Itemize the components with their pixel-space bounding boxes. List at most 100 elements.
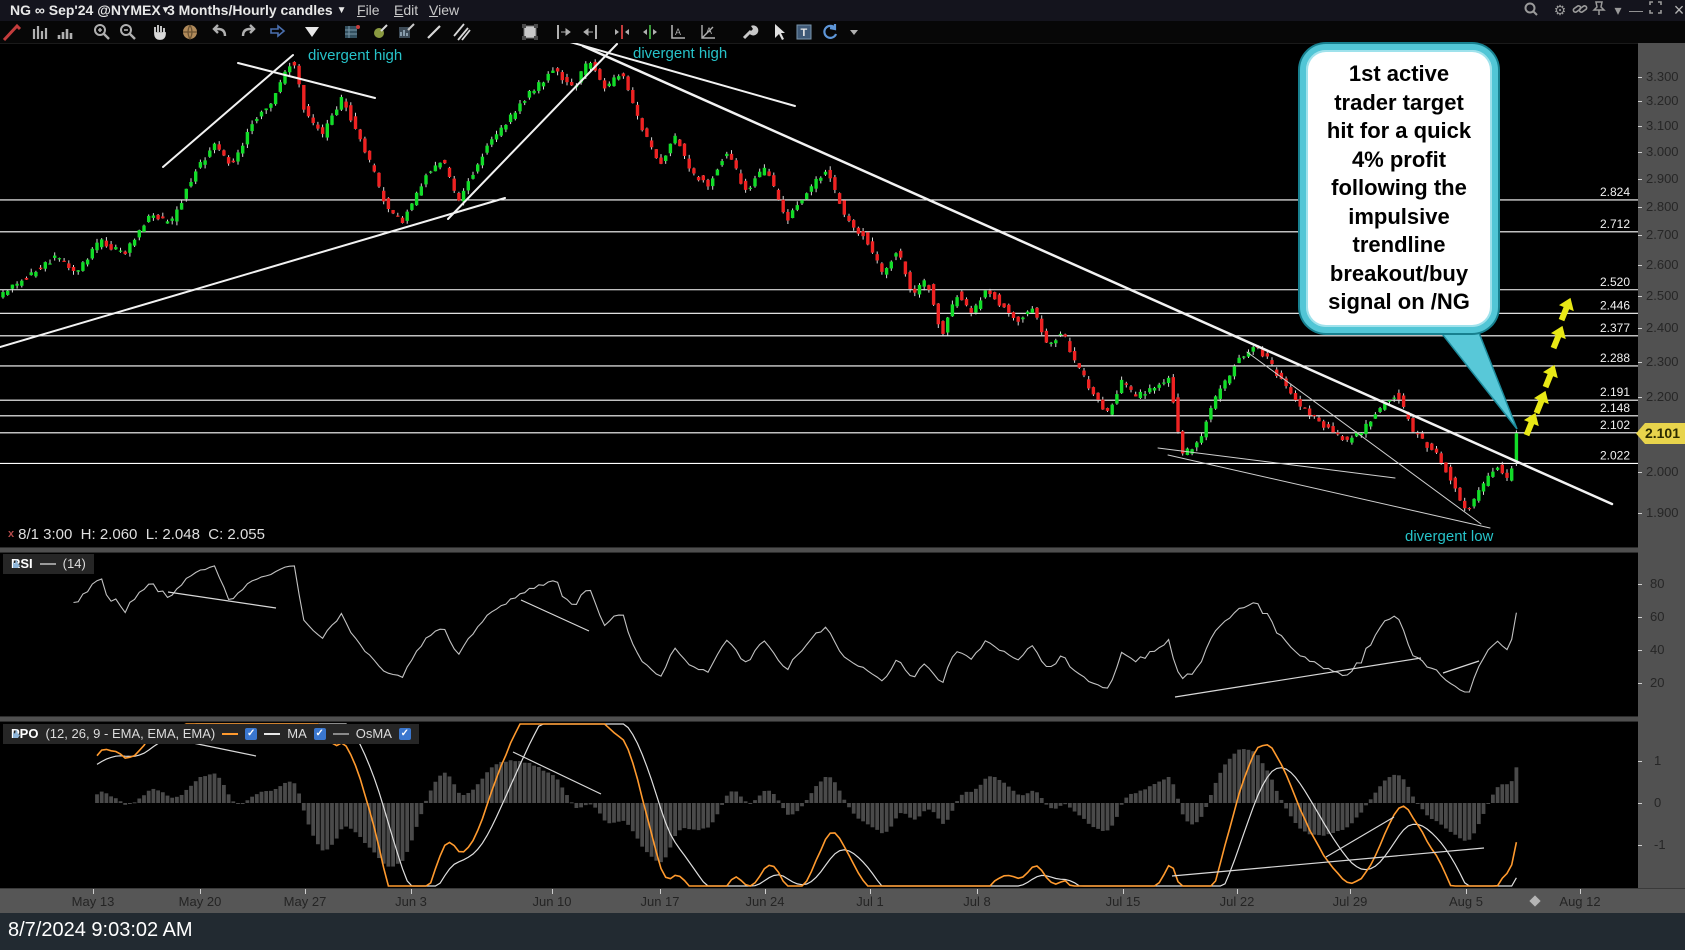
ppo-axis-label: -1 [1654,837,1666,852]
time-axis[interactable]: May 13May 20May 27Jun 3Jun 10Jun 17Jun 2… [0,888,1685,913]
link-icon[interactable] [1572,1,1590,19]
price-axis-tick [1638,152,1642,153]
bar-info-line: x8/1 3:00 H: 2.060 L: 2.048 C: 2.055 [8,526,265,543]
callout-annotation[interactable]: 1st active trader target hit for a quick… [1300,44,1498,333]
price-axis-tick [1638,513,1642,514]
time-axis-label: Jul 1 [856,894,883,909]
ppo-params: (12, 26, 9 - EMA, EMA, EMA) [45,726,215,741]
triangle-down-icon[interactable] [302,22,324,42]
select-box-icon[interactable] [520,22,542,42]
blob-edit-icon[interactable] [370,22,392,42]
ppo-ma-checkbox[interactable]: ✓ [314,728,326,740]
price-axis-label: 3.200 [1646,93,1679,108]
price-axis-label: 2.400 [1646,320,1679,335]
bar-shift-left-icon[interactable] [582,22,604,42]
rsi-divergence-line [1175,658,1421,697]
ppo-osma-checkbox[interactable]: ✓ [399,728,411,740]
time-axis-label: May 27 [284,894,327,909]
caret-down-icon[interactable] [844,22,866,42]
svg-text:2.148: 2.148 [1600,401,1630,415]
time-axis-tick [1580,889,1581,894]
undo-icon[interactable] [210,22,232,42]
ppo-ma-label: MA [287,726,307,741]
ppo-header[interactable]: PPO (12, 26, 9 - EMA, EMA, EMA) ✓ MA ✓ O… [3,724,419,744]
trendline-tool-icon[interactable] [424,22,446,42]
price-axis-tick [1638,126,1642,127]
time-axis-label: May 13 [72,894,115,909]
time-axis-label: Aug 12 [1559,894,1600,909]
pin-icon[interactable] [1592,1,1610,19]
refresh-icon[interactable] [820,22,842,42]
price-axis-tick [1638,77,1642,78]
time-axis-tick [305,889,306,894]
auto-label-icon[interactable]: A [668,22,690,42]
svg-text:2.520: 2.520 [1600,275,1630,289]
rsi-axis-tick [1638,650,1642,651]
bar-contract-icon[interactable] [640,22,662,42]
forward-icon[interactable] [268,22,290,42]
drawing-toolbar: AA T [0,21,1685,44]
ppo-checkbox[interactable]: ✓ [245,728,257,740]
time-axis-tick [411,889,412,894]
drag-hand-icon[interactable] [11,728,21,739]
draw-pencil-icon[interactable] [2,22,24,42]
price-axis-tick [1638,235,1642,236]
price-axis-label: 2.500 [1646,288,1679,303]
bar-shift-right-icon[interactable] [552,22,574,42]
wrench-icon[interactable] [740,22,762,42]
trading-app-window: NG ∞ Sep'24 @NYMEX▼ 3 Months/Hourly cand… [0,0,1685,950]
chat-search-icon[interactable] [1523,1,1541,19]
text-tool-icon[interactable]: T [794,22,816,42]
ppo-osma-label: OsMA [356,726,392,741]
price-axis[interactable]: 3.3003.2003.1003.0002.9002.8002.7002.600… [1638,43,1685,888]
rsi-pane[interactable] [0,553,1638,716]
maximize-icon[interactable] [1649,1,1667,19]
time-axis-label: Jun 10 [532,894,571,909]
close-icon[interactable]: × [1670,1,1685,19]
price-axis-label: 3.300 [1646,69,1679,84]
time-axis-label: Jul 29 [1333,894,1368,909]
rsi-header[interactable]: RSI (14) [3,554,94,574]
ppo-pane[interactable] [0,722,1638,888]
cursor-icon[interactable] [768,22,790,42]
globe-icon[interactable] [180,22,202,42]
caret-down-icon[interactable]: ▾ [1609,1,1627,19]
histogram-icon[interactable] [56,22,78,42]
svg-text:2.022: 2.022 [1600,448,1630,462]
title-bar: NG ∞ Sep'24 @NYMEX▼ 3 Months/Hourly cand… [0,0,1685,21]
divergence-label: divergent high [633,45,727,62]
zoom-out-icon[interactable] [118,22,140,42]
ppo-axis-label: 0 [1654,795,1661,810]
time-axis-tick [552,889,553,894]
bar-expand-icon[interactable] [612,22,634,42]
volume-bars-icon[interactable] [30,22,52,42]
grid-edit-icon[interactable] [342,22,364,42]
price-axis-label: 1.900 [1646,505,1679,520]
time-axis-tick [200,889,201,894]
ppo-line-sample [222,733,238,735]
minimize-icon[interactable]: — [1627,1,1645,19]
ppo-axis-label: 1 [1654,753,1661,768]
menu-edit[interactable]: Edit [394,2,418,18]
pan-hand-icon[interactable] [150,22,172,42]
chart-edit-icon[interactable] [396,22,418,42]
price-axis-label: 2.700 [1646,227,1679,242]
current-price-tag: 2.101 [1636,423,1685,444]
rsi-axis-label: 80 [1650,576,1664,591]
symbol-selector[interactable]: NG ∞ Sep'24 @NYMEX▼ [10,2,171,18]
zoom-in-icon[interactable] [92,22,114,42]
price-axis-label: 2.800 [1646,199,1679,214]
menu-view[interactable]: View [429,2,459,18]
rsi-axis-tick [1638,584,1642,585]
svg-text:T: T [801,27,808,39]
drag-hand-icon[interactable] [11,558,21,569]
time-axis-label: May 20 [179,894,222,909]
rsi-divergence-line [168,592,276,608]
close-info-icon[interactable]: x [8,528,14,540]
parallel-lines-icon[interactable] [452,22,474,42]
gear-icon[interactable]: ⚙ [1551,1,1569,19]
menu-file[interactable]: File [357,2,380,18]
timeframe-selector[interactable]: 3 Months/Hourly candles ▼ [167,2,347,18]
auto-label-alt-icon[interactable]: A [698,22,720,42]
redo-icon[interactable] [238,22,260,42]
